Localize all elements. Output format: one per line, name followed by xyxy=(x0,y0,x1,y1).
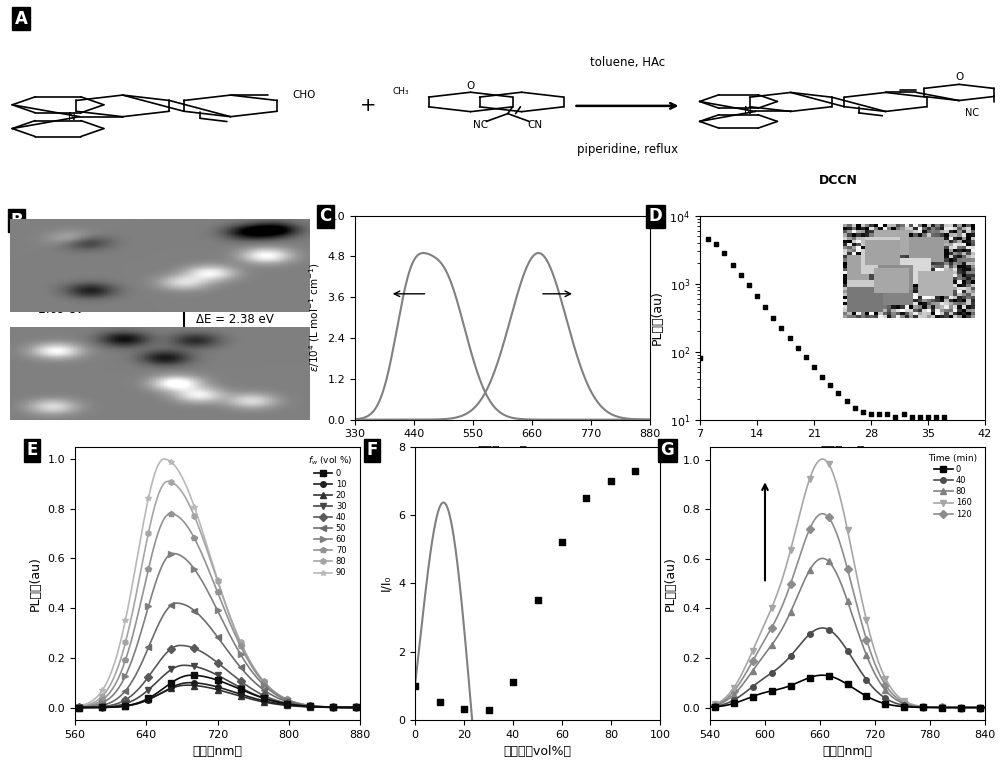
Point xyxy=(790,341,806,353)
Point xyxy=(839,394,855,407)
Text: NC: NC xyxy=(965,108,979,118)
Point xyxy=(887,410,903,423)
Y-axis label: PL强度(au): PL强度(au) xyxy=(651,290,664,345)
Point xyxy=(741,279,757,291)
Point xyxy=(700,233,716,246)
Point xyxy=(896,408,912,420)
X-axis label: 时延（ns）: 时延（ns） xyxy=(820,445,865,458)
Point xyxy=(757,301,773,313)
Text: G: G xyxy=(660,441,674,459)
Text: C: C xyxy=(320,207,332,226)
Point xyxy=(554,536,570,548)
Text: O: O xyxy=(955,72,963,82)
Text: N: N xyxy=(744,106,752,116)
Point xyxy=(432,696,448,708)
Point xyxy=(603,474,619,487)
Text: A: A xyxy=(15,10,28,28)
Point xyxy=(480,705,496,717)
Text: -2.69 eV: -2.69 eV xyxy=(34,303,84,316)
Point xyxy=(708,238,724,250)
Text: HOMO: HOMO xyxy=(19,382,63,395)
Text: NC: NC xyxy=(473,120,488,130)
Text: CN: CN xyxy=(528,120,543,130)
Point xyxy=(928,410,944,423)
Point xyxy=(904,410,920,423)
Text: toluene, HAc: toluene, HAc xyxy=(590,56,665,69)
X-axis label: 含水量（vol%）: 含水量（vol%） xyxy=(504,745,572,758)
Point xyxy=(505,676,521,688)
Point xyxy=(847,401,863,413)
X-axis label: 波长（nm）: 波长（nm） xyxy=(822,745,872,758)
Point xyxy=(692,352,708,364)
Point xyxy=(814,370,830,383)
Text: D: D xyxy=(649,207,662,226)
Point xyxy=(407,680,423,692)
Point xyxy=(936,410,952,423)
Text: E: E xyxy=(27,441,38,459)
Y-axis label: $\varepsilon$/10$^4$ (L mol$^{-1}$ cm$^{-1}$): $\varepsilon$/10$^4$ (L mol$^{-1}$ cm$^{… xyxy=(307,263,322,373)
Point xyxy=(773,322,789,334)
Point xyxy=(806,360,822,373)
Point xyxy=(798,351,814,363)
Point xyxy=(456,703,472,715)
Text: +: + xyxy=(359,96,376,116)
Point xyxy=(530,594,546,607)
Y-axis label: PL强度(au): PL强度(au) xyxy=(664,556,677,611)
Text: ΔE = 2.38 eV: ΔE = 2.38 eV xyxy=(196,313,274,326)
Text: LUMO: LUMO xyxy=(19,218,60,231)
Legend: 0, 10, 20, 30, 40, 50, 60, 70, 80, 90: 0, 10, 20, 30, 40, 50, 60, 70, 80, 90 xyxy=(305,450,356,581)
Point xyxy=(920,410,936,423)
Text: O: O xyxy=(466,82,475,92)
Point xyxy=(733,269,749,281)
Text: CH₃: CH₃ xyxy=(392,87,409,95)
Point xyxy=(863,408,879,420)
Point xyxy=(912,410,928,423)
Point xyxy=(628,464,644,477)
Point xyxy=(830,387,846,399)
Text: piperidine, reflux: piperidine, reflux xyxy=(577,142,678,156)
Y-axis label: I/I₀: I/I₀ xyxy=(380,575,393,591)
Text: B: B xyxy=(10,212,23,229)
Text: F: F xyxy=(366,441,377,459)
Point xyxy=(855,406,871,418)
Text: -5.07 eV: -5.07 eV xyxy=(34,334,83,347)
Point xyxy=(871,408,887,420)
Text: DCCN: DCCN xyxy=(819,174,858,187)
X-axis label: 波长（nm）: 波长（nm） xyxy=(192,745,242,758)
Legend: 0, 40, 80, 160, 120: 0, 40, 80, 160, 120 xyxy=(925,450,981,522)
Point xyxy=(765,312,781,324)
Point xyxy=(716,247,732,259)
Point xyxy=(578,492,594,504)
Point xyxy=(879,408,895,420)
Text: CHO: CHO xyxy=(293,90,316,100)
Text: N: N xyxy=(68,112,76,122)
X-axis label: 波长（nm）: 波长（nm） xyxy=(478,445,528,458)
Point xyxy=(822,379,838,391)
Y-axis label: PL强度(au): PL强度(au) xyxy=(29,556,42,611)
Point xyxy=(749,290,765,303)
Point xyxy=(782,332,798,344)
Point xyxy=(725,259,741,271)
